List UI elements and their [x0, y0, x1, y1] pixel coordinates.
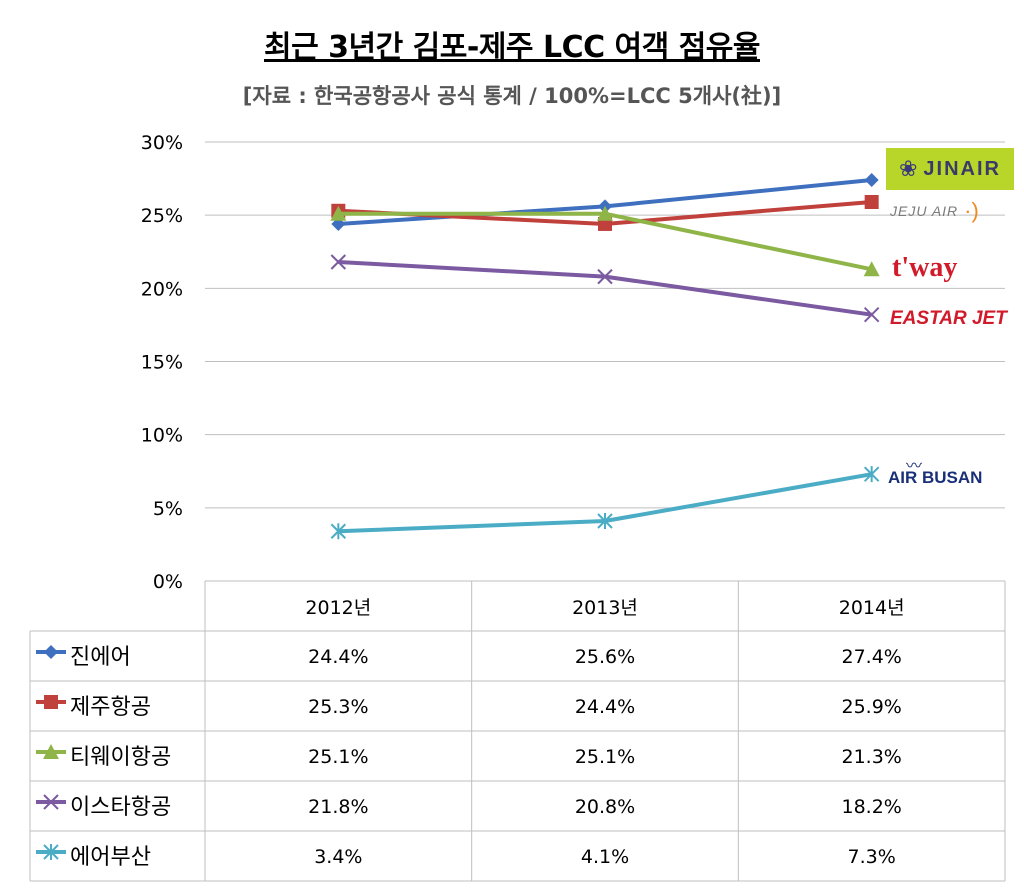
data-label: 18.2%	[841, 796, 901, 818]
data-label: 25.3%	[308, 696, 368, 718]
data-point	[865, 195, 879, 209]
x-category-label: 2014년	[839, 597, 905, 619]
series-name-label: 에어부산	[70, 845, 151, 870]
x-category-label: 2012년	[305, 597, 371, 619]
jejuair-logo: JEJU AIR ·)	[890, 194, 1010, 228]
tway-logo-text: t'way	[892, 252, 957, 283]
series-name-label: 진에어	[70, 645, 131, 670]
y-tick-label: 5%	[153, 498, 183, 520]
tway-logo: t'way	[892, 252, 962, 292]
data-label: 25.1%	[308, 746, 368, 768]
data-label: 7.3%	[848, 846, 896, 868]
airbusan-logo-text: AIR BUSAN	[888, 468, 982, 488]
data-label: 27.4%	[841, 646, 901, 668]
y-tick-label: 20%	[141, 278, 183, 300]
data-label: 4.1%	[581, 846, 629, 868]
eastarjet-logo: EASTAR JET	[890, 308, 1010, 338]
data-label: 25.1%	[575, 746, 635, 768]
x-category-label: 2013년	[572, 597, 638, 619]
y-tick-label: 0%	[153, 571, 183, 593]
data-label: 24.4%	[308, 646, 368, 668]
jinair-logo-text: JINAIR	[923, 158, 1001, 181]
legend-key-marker	[44, 695, 58, 709]
series-name-label: 제주항공	[70, 695, 151, 720]
butterfly-icon: ❀	[899, 156, 917, 182]
jejuair-mark-icon: ·)	[964, 198, 979, 224]
jinair-logo: ❀ JINAIR	[886, 148, 1014, 190]
data-label: 3.4%	[314, 846, 362, 868]
y-tick-label: 10%	[141, 425, 183, 447]
legend-key-marker	[44, 645, 58, 659]
series-name-label: 티웨이항공	[70, 745, 171, 770]
data-point	[865, 173, 879, 187]
data-label: 25.6%	[575, 646, 635, 668]
jejuair-logo-text: JEJU AIR	[890, 203, 958, 219]
eastarjet-logo-text: EASTAR JET	[890, 308, 1007, 329]
data-label: 24.4%	[575, 696, 635, 718]
y-tick-label: 30%	[141, 132, 183, 154]
data-label: 21.8%	[308, 796, 368, 818]
data-label: 25.9%	[841, 696, 901, 718]
data-label: 21.3%	[841, 746, 901, 768]
y-tick-label: 15%	[141, 352, 183, 374]
y-tick-label: 25%	[141, 205, 183, 227]
series-name-label: 이스타항공	[70, 795, 171, 820]
data-label: 20.8%	[575, 796, 635, 818]
airbusan-logo: 〰 AIR BUSAN	[886, 452, 996, 492]
